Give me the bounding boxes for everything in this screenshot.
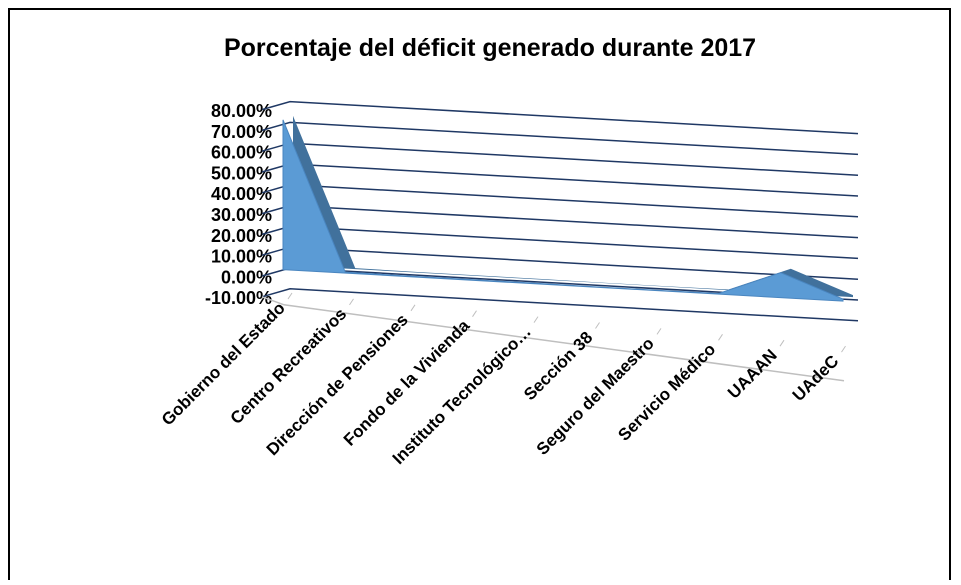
y-tick-label: 60.00% bbox=[211, 143, 272, 163]
y-tick-label: 50.00% bbox=[211, 163, 272, 183]
x-tick bbox=[349, 298, 354, 306]
x-tick-label: Dirección de Pensiones bbox=[263, 310, 412, 459]
x-tick bbox=[287, 292, 293, 300]
x-tick bbox=[718, 334, 723, 341]
grid-line bbox=[261, 204, 859, 239]
grid-line bbox=[261, 225, 859, 260]
y-tick-label: 30.00% bbox=[211, 205, 272, 225]
frame bbox=[8, 8, 951, 580]
grid-line bbox=[261, 121, 859, 156]
y-tick-label: 40.00% bbox=[211, 184, 272, 204]
grid-line bbox=[261, 100, 859, 135]
y-tick-label: 10.00% bbox=[211, 247, 272, 267]
grid-line bbox=[261, 142, 859, 176]
grid-line bbox=[261, 184, 859, 218]
x-tick-label: Seguro del Maestro bbox=[533, 334, 658, 459]
x-tick-label: Instituto Tecnológico… bbox=[389, 322, 535, 468]
grid-line bbox=[261, 288, 859, 322]
area-depth bbox=[293, 115, 853, 298]
x-tick bbox=[841, 345, 846, 353]
x-tick bbox=[779, 339, 785, 347]
x-tick-label: Fondo de la Vivienda bbox=[340, 316, 474, 450]
x-tick bbox=[595, 322, 600, 329]
y-tick-label: -10.00% bbox=[205, 288, 272, 308]
x-tick bbox=[533, 316, 539, 323]
x-tick bbox=[656, 328, 662, 335]
y-tick-label: 70.00% bbox=[211, 122, 272, 142]
x-tick-label: UAAAN bbox=[724, 346, 781, 403]
x-tick-label: Gobierno del Estado bbox=[158, 298, 289, 429]
x-tick bbox=[472, 310, 477, 317]
floor bbox=[261, 296, 845, 382]
grid-line bbox=[261, 163, 859, 197]
area bbox=[282, 119, 844, 302]
y-tick-label: 80.00% bbox=[211, 101, 272, 121]
y-tick-label: 0.00% bbox=[221, 267, 272, 287]
chart-title: Porcentaje del déficit generado durante … bbox=[224, 34, 756, 62]
x-tick-label: UAdeC bbox=[789, 351, 843, 405]
x-tick-label: Centro Recreativos bbox=[227, 304, 351, 428]
y-tick-label: 20.00% bbox=[211, 226, 272, 246]
x-tick bbox=[410, 304, 416, 312]
